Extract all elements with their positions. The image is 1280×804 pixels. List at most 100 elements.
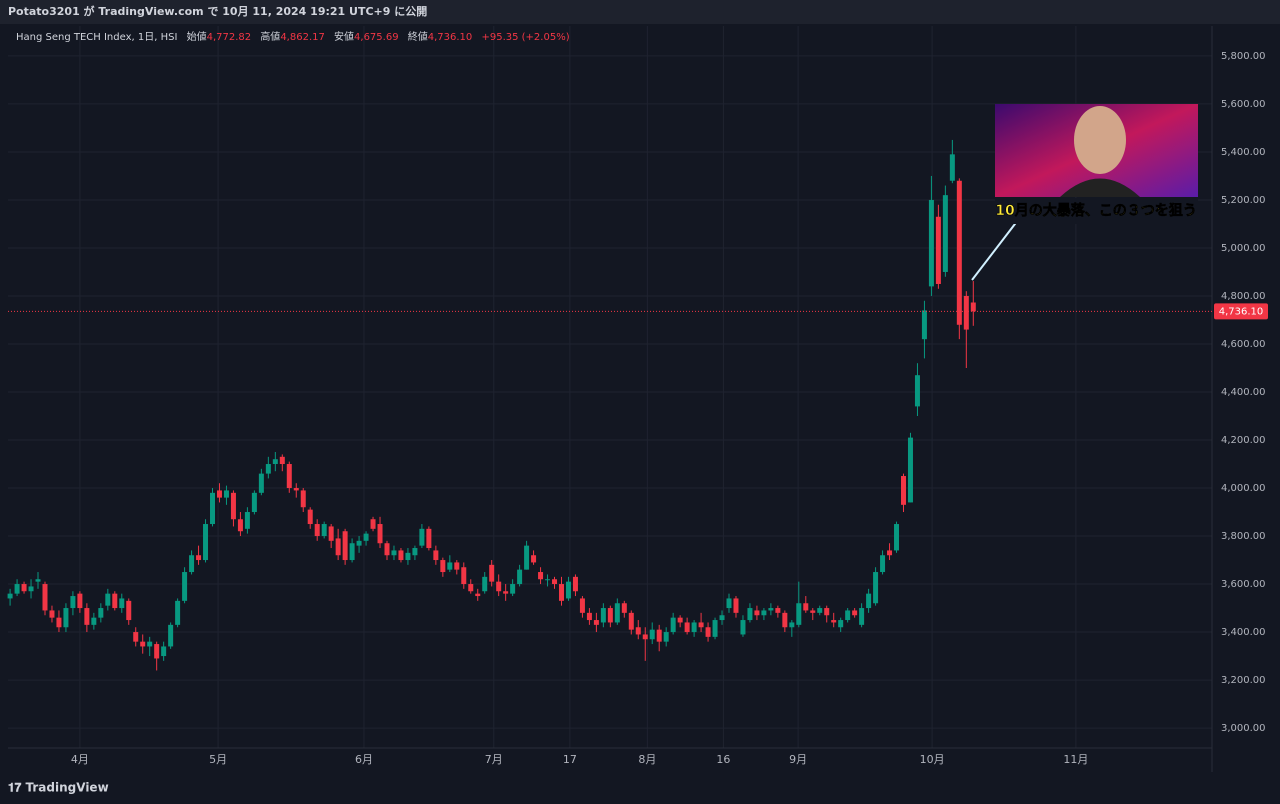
candle-body xyxy=(719,615,725,621)
candle-body xyxy=(119,598,125,609)
candle-body xyxy=(300,490,306,508)
candle-body xyxy=(77,593,83,609)
candle-body xyxy=(468,584,474,592)
y-tick-label: 4,800.00 xyxy=(1221,291,1266,302)
candle-body xyxy=(133,632,139,642)
candle-body xyxy=(942,195,948,272)
y-tick-label: 3,600.00 xyxy=(1221,579,1266,590)
candle-body xyxy=(251,492,257,513)
candle-body xyxy=(168,624,174,647)
candle-body xyxy=(272,459,278,465)
candle-body xyxy=(384,543,390,556)
candle-body xyxy=(210,492,216,525)
candle-body xyxy=(887,550,893,556)
x-tick-label: 17 xyxy=(563,753,577,766)
candle-body xyxy=(900,476,906,505)
candle-body xyxy=(489,564,495,582)
logo: 𝟏𝟕 TradingView xyxy=(8,781,109,795)
candle-body xyxy=(286,464,292,489)
candle-body xyxy=(642,634,648,640)
y-tick-label: 4,600.00 xyxy=(1221,339,1266,350)
candle-body xyxy=(907,437,913,503)
candle-body xyxy=(370,519,376,529)
candle-body xyxy=(684,622,690,633)
candle-body xyxy=(558,584,564,601)
y-tick-label: 5,400.00 xyxy=(1221,147,1266,158)
legend-change: +95.35 (+2.05%) xyxy=(481,32,569,43)
candle-body xyxy=(789,622,795,628)
y-tick-label: 3,800.00 xyxy=(1221,531,1266,542)
legend-value: 4,736.10 xyxy=(428,32,473,43)
caption-bg xyxy=(995,198,1198,224)
candle-body xyxy=(314,524,320,537)
candle-body xyxy=(447,562,453,570)
candle-body xyxy=(510,584,516,594)
candle-body xyxy=(733,598,739,613)
y-tick-label: 3,200.00 xyxy=(1221,675,1266,686)
x-tick-label: 11月 xyxy=(1063,753,1088,766)
candle-body xyxy=(754,610,760,616)
candle-body xyxy=(607,608,613,623)
legend-value: 4,862.17 xyxy=(280,32,325,43)
candle-body xyxy=(342,531,348,561)
x-tick-label: 4月 xyxy=(71,753,89,766)
candle-body xyxy=(279,456,285,465)
candle-body xyxy=(705,627,711,637)
candle-body xyxy=(628,612,634,630)
symbol: Hang Seng TECH Index, 1日, HSI xyxy=(16,32,177,43)
annotation-arrow xyxy=(971,219,1019,281)
candle-body xyxy=(852,610,858,616)
candle-body xyxy=(412,548,418,556)
candle-body xyxy=(635,627,641,635)
candle-body xyxy=(105,593,111,606)
candle-body xyxy=(768,608,774,611)
candle-body xyxy=(419,528,425,546)
candle-body xyxy=(216,490,222,498)
candle-body xyxy=(586,612,592,621)
thumbnail-suit xyxy=(1060,178,1140,197)
candle-body xyxy=(70,596,76,609)
candle-body xyxy=(600,608,606,623)
candle-body xyxy=(321,524,327,537)
candle-body xyxy=(230,492,236,520)
candle-body xyxy=(649,629,655,640)
x-tick-label: 5月 xyxy=(209,753,227,766)
candle-body xyxy=(963,295,969,330)
candle-body xyxy=(859,608,865,625)
candle-body xyxy=(698,622,704,628)
candle-body xyxy=(880,555,886,573)
candle-body xyxy=(454,562,460,570)
candle-body xyxy=(475,593,481,597)
x-tick-label: 16 xyxy=(716,753,730,766)
candle-body xyxy=(761,610,767,616)
candle-body xyxy=(956,180,962,325)
candle-body xyxy=(175,600,181,625)
candle-body xyxy=(914,375,920,407)
candle-body xyxy=(873,572,879,604)
candle-body xyxy=(803,603,809,611)
y-tick-label: 5,200.00 xyxy=(1221,195,1266,206)
candle-body xyxy=(356,540,362,546)
candle-body xyxy=(921,310,927,340)
candle-body xyxy=(63,608,69,628)
candle-body xyxy=(593,620,599,625)
candle-body xyxy=(552,579,558,585)
candle-body xyxy=(796,603,802,625)
candle-body xyxy=(154,644,160,659)
candle-body xyxy=(293,488,299,491)
candle-body xyxy=(545,579,551,581)
annotation: 10月の大暴落、この３つを狙う xyxy=(971,104,1198,281)
candle-body xyxy=(140,641,146,647)
candle-body xyxy=(258,473,264,493)
candle-body xyxy=(949,154,955,181)
y-tick-label: 3,400.00 xyxy=(1221,627,1266,638)
candle-body xyxy=(335,538,341,556)
candle-body xyxy=(112,593,118,609)
candle-body xyxy=(691,622,697,633)
candle-body xyxy=(928,199,934,287)
y-tick-label: 4,200.00 xyxy=(1221,435,1266,446)
candle-body xyxy=(894,524,900,551)
candle-body xyxy=(98,608,104,618)
candle-body xyxy=(670,617,676,633)
candle-body xyxy=(398,550,404,561)
